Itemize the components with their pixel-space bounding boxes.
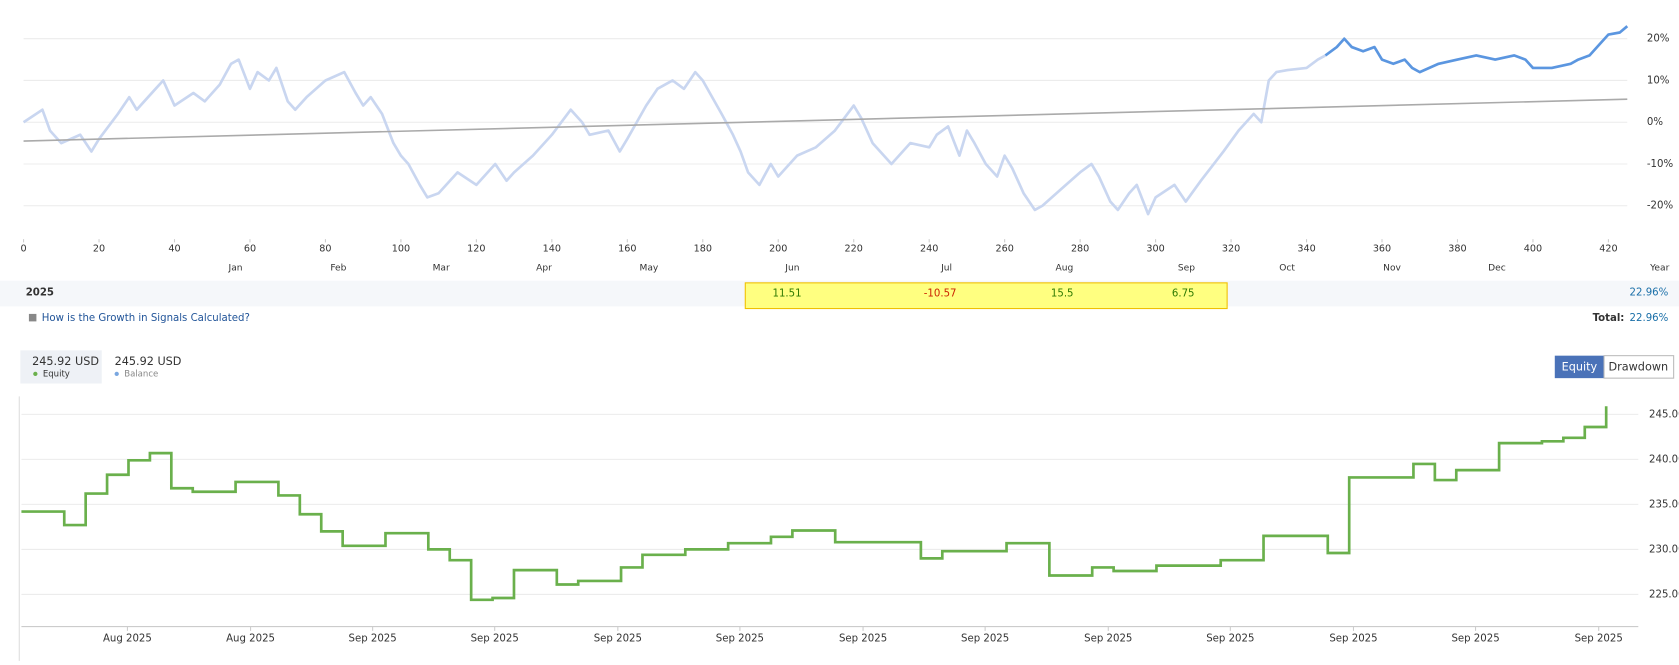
x-tick-label: 420	[1599, 244, 1617, 255]
x-tick-label: 60	[244, 244, 256, 255]
period-label: Jan	[228, 263, 243, 273]
x-tick-label: 280	[1071, 244, 1089, 255]
table-value: 6.75	[1172, 289, 1195, 300]
y-tick-label: 20%	[1647, 34, 1670, 45]
x-tick-label: 20	[93, 244, 105, 255]
period-label: Nov	[1383, 263, 1401, 273]
period-label: Aug	[1055, 263, 1073, 273]
legend-name: Balance	[124, 369, 158, 379]
button-label: Equity	[1562, 360, 1598, 373]
x-tick-label: 80	[319, 244, 331, 255]
period-label: Sep	[1178, 263, 1195, 273]
x-tick-label: Sep 2025	[1084, 633, 1132, 644]
x-tick-label: 380	[1448, 244, 1466, 255]
series-line	[23, 98, 1628, 142]
link-icon	[28, 313, 37, 322]
y-tick-label: -10%	[1647, 159, 1674, 170]
highlight	[744, 282, 1228, 310]
y-tick-label: 225.00	[1649, 589, 1679, 600]
x-tick-label: Sep 2025	[594, 633, 642, 644]
series-line	[1324, 25, 1629, 74]
y-tick-label: 10%	[1647, 75, 1670, 86]
y-tick-label: 230.00	[1649, 544, 1679, 555]
period-label: Mar	[433, 263, 450, 273]
x-tick-label: 220	[845, 244, 863, 255]
legend-amount: 245.92 USD	[32, 355, 99, 368]
period-label: May	[639, 263, 658, 273]
period-label: Year	[1649, 263, 1670, 273]
year-total: 22.96%	[1630, 287, 1669, 298]
x-tick-label: 400	[1524, 244, 1542, 255]
x-tick-label: Sep 2025	[1329, 633, 1377, 644]
x-tick-label: 120	[467, 244, 485, 255]
y-tick-label: -20%	[1647, 201, 1674, 212]
x-tick-label: 100	[392, 244, 410, 255]
y-tick-label: 0%	[1647, 117, 1663, 128]
x-tick-label: Aug 2025	[103, 633, 152, 644]
table-value: 11.51	[772, 289, 801, 300]
x-tick-label: Sep 2025	[1451, 633, 1499, 644]
x-tick-label: Sep 2025	[716, 633, 764, 644]
y-tick-label: 240.00	[1649, 454, 1679, 465]
period-label: Jun	[784, 263, 799, 273]
x-tick-label: 180	[694, 244, 712, 255]
button[interactable]	[1603, 355, 1675, 379]
y-tick-label: 245.00	[1649, 409, 1679, 420]
x-tick-label: Sep 2025	[1206, 633, 1254, 644]
total-value: 22.96%	[1630, 313, 1669, 324]
x-tick-label: 200	[769, 244, 787, 255]
period-label: Feb	[330, 263, 346, 273]
x-tick-label: 160	[618, 244, 636, 255]
x-tick-label: 360	[1373, 244, 1391, 255]
x-tick-label: Sep 2025	[349, 633, 397, 644]
x-tick-label: 320	[1222, 244, 1240, 255]
link[interactable]: How is the Growth in Signals Calculated?	[42, 313, 250, 324]
x-tick-label: Aug 2025	[226, 633, 275, 644]
table-value: 15.5	[1051, 289, 1074, 300]
y-tick-label: 235.00	[1649, 499, 1679, 510]
x-tick-label: Sep 2025	[961, 633, 1009, 644]
legend-box[interactable]	[20, 350, 102, 384]
x-tick-label: Sep 2025	[839, 633, 887, 644]
button-label: Drawdown	[1608, 360, 1668, 373]
table-year: 2025	[26, 287, 54, 298]
series-line	[22, 54, 1327, 216]
x-tick-label: 140	[543, 244, 561, 255]
period-label: Jul	[940, 263, 952, 273]
x-tick-label: 260	[995, 244, 1013, 255]
table-value: -10.57	[924, 289, 957, 300]
legend-dot	[114, 371, 119, 377]
legend-amount: 245.92 USD	[115, 355, 182, 368]
x-tick-label: 40	[168, 244, 180, 255]
x-tick-label: Sep 2025	[1575, 633, 1623, 644]
period-label: Dec	[1488, 263, 1506, 273]
total-label: Total:	[1593, 313, 1625, 324]
series-line	[21, 406, 1608, 602]
legend-name: Equity	[43, 369, 70, 379]
x-tick-label: 340	[1297, 244, 1315, 255]
x-tick-label: 0	[20, 244, 26, 255]
x-tick-label: Sep 2025	[471, 633, 519, 644]
x-tick-label: 240	[920, 244, 938, 255]
x-tick-label: 300	[1146, 244, 1164, 255]
period-label: Apr	[536, 263, 552, 273]
button[interactable]	[1554, 355, 1605, 379]
legend-dot	[33, 371, 38, 377]
period-label: Oct	[1279, 263, 1295, 273]
